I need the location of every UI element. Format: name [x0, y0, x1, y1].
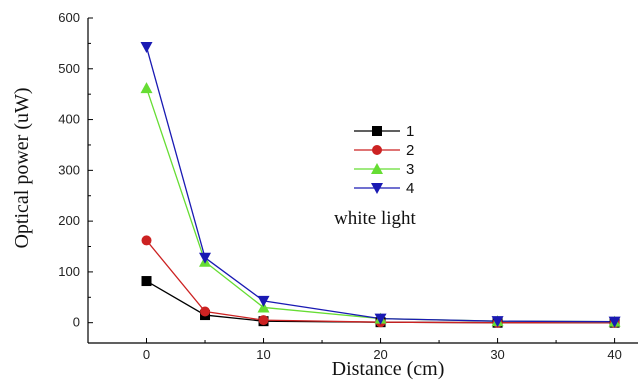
data-point-series-4	[140, 41, 153, 53]
x-tick-label: 10	[256, 347, 270, 362]
x-tick-label: 0	[143, 347, 150, 362]
series-lines	[145, 46, 615, 324]
y-tick-label: 400	[58, 112, 80, 127]
x-tick-label: 40	[607, 347, 621, 362]
y-tick-label: 500	[58, 61, 80, 76]
y-tick-label: 100	[58, 264, 80, 279]
data-point-series-4	[257, 295, 270, 307]
legend-marker-3	[371, 163, 383, 174]
data-point-series-2	[200, 306, 211, 317]
data-point-series-2	[141, 235, 152, 246]
data-point-series-3	[140, 82, 153, 94]
legend-marker-4	[371, 183, 383, 194]
x-tick-label: 20	[373, 347, 387, 362]
series-markers	[140, 41, 621, 328]
y-axis-title: Optical power (uW)	[11, 87, 33, 248]
y-tick-label: 200	[58, 213, 80, 228]
data-point-series-4	[374, 313, 387, 325]
chart-annotation: white light	[334, 208, 417, 229]
legend: 1 2 3 4	[354, 123, 414, 197]
axes: 0 100 200 300 400 500 600 0 10 20 30 40	[58, 10, 638, 362]
legend-marker-2	[372, 145, 382, 155]
series-line-3	[145, 87, 615, 323]
series-line-2	[146, 240, 615, 324]
series-line-4	[145, 46, 615, 323]
x-axis-title: Distance (cm)	[332, 358, 445, 380]
legend-marker-1	[372, 126, 382, 136]
y-tick-label: 600	[58, 10, 80, 25]
legend-label-4: 4	[406, 180, 414, 197]
data-point-series-4	[491, 316, 504, 328]
x-tick-label: 30	[490, 347, 504, 362]
data-point-series-2	[258, 315, 269, 326]
legend-label-2: 2	[406, 142, 414, 159]
data-point-series-1	[141, 276, 152, 287]
legend-label-1: 1	[406, 123, 414, 140]
legend-label-3: 3	[406, 161, 414, 178]
data-point-series-4	[199, 252, 212, 264]
data-point-series-3	[257, 301, 270, 313]
y-tick-label: 300	[58, 162, 80, 177]
y-tick-label: 0	[73, 315, 80, 330]
data-point-series-4	[608, 316, 621, 328]
